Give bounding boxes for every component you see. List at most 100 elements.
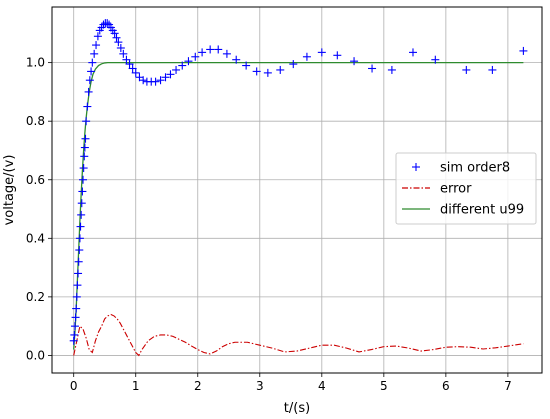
legend-marker (412, 163, 420, 171)
data-point (70, 330, 79, 339)
data-point (92, 41, 101, 50)
series-error (73, 313, 524, 357)
data-point (77, 210, 86, 219)
data-point (350, 57, 359, 66)
x-tick-label: 7 (504, 379, 512, 393)
series-line-different-u99 (73, 61, 524, 350)
series-line-error (73, 313, 524, 357)
x-tick-label: 6 (442, 379, 450, 393)
x-axis-label: t/(s) (284, 401, 310, 416)
legend-entry-different-u99: different u99 (402, 203, 524, 218)
data-point (83, 102, 92, 111)
data-point (242, 61, 251, 70)
data-point (431, 55, 440, 64)
data-point (122, 55, 131, 64)
data-point (88, 58, 97, 67)
legend-label-different-u99: different u99 (440, 203, 524, 218)
axes-frame (51, 6, 543, 374)
data-point (77, 199, 86, 208)
data-point (73, 281, 82, 290)
data-point (84, 87, 93, 96)
legend-symbol-sim-order8 (412, 163, 420, 171)
data-point (172, 65, 181, 74)
data-point (488, 65, 497, 74)
legend: sim order8 error different u99 (395, 152, 537, 225)
x-tick-label: 0 (70, 379, 78, 393)
data-point (75, 246, 84, 255)
data-point (317, 48, 326, 57)
y-tick-label: 1.0 (26, 56, 45, 70)
y-axis-label: voltage/(v) (2, 155, 17, 226)
data-point (166, 70, 175, 79)
data-point (69, 336, 78, 345)
data-point (198, 48, 207, 57)
data-point (112, 33, 121, 42)
y-tick-label: 0.6 (26, 173, 45, 187)
data-point (161, 73, 170, 82)
data-point (78, 187, 87, 196)
data-point (79, 164, 88, 173)
y-tick-label: 0.0 (26, 348, 45, 362)
data-point (128, 64, 137, 73)
data-point (72, 304, 81, 313)
plot-area (69, 19, 528, 357)
y-tick-label: 0.8 (26, 114, 45, 128)
data-point (408, 48, 417, 57)
data-point (116, 43, 125, 52)
data-point (110, 29, 119, 38)
ticks: 0 1 2 3 4 5 6 7 0.0 0.2 0.4 0.6 0.8 1.0 (26, 56, 512, 393)
data-point (214, 45, 223, 54)
data-point (184, 57, 193, 66)
legend-label-sim-order8: sim order8 (440, 161, 510, 176)
data-point (222, 49, 231, 58)
data-point (71, 313, 80, 322)
data-point (80, 143, 89, 152)
x-tick-label: 1 (132, 379, 140, 393)
data-point (81, 134, 90, 143)
data-point (87, 67, 96, 76)
data-point (90, 49, 99, 58)
data-point (368, 64, 377, 73)
data-point (232, 55, 241, 64)
data-point (519, 46, 528, 55)
data-point (74, 257, 83, 266)
y-tick-label: 0.2 (26, 290, 45, 304)
data-point (114, 38, 123, 47)
data-point (93, 32, 102, 41)
legend-entry-sim-order8: sim order8 (412, 161, 510, 176)
data-point (263, 68, 272, 77)
data-point (387, 65, 396, 74)
data-point (70, 322, 79, 331)
series-sim-order8 (69, 19, 528, 345)
data-point (302, 52, 311, 61)
legend-box (395, 152, 537, 225)
data-point (80, 152, 89, 161)
x-tick-label: 5 (380, 379, 388, 393)
data-point (131, 68, 140, 77)
data-point (82, 117, 91, 126)
data-point (156, 76, 165, 85)
y-tick-label: 0.4 (26, 231, 45, 245)
data-point (76, 222, 85, 231)
data-point (125, 60, 134, 69)
data-point (289, 60, 298, 69)
data-point (276, 65, 285, 74)
data-point (72, 292, 81, 301)
data-point (85, 76, 94, 85)
data-point (206, 45, 215, 54)
data-point (333, 51, 342, 60)
x-tick-label: 4 (318, 379, 326, 393)
data-point (119, 49, 128, 58)
legend-entry-error: error (402, 182, 472, 197)
x-tick-label: 3 (256, 379, 264, 393)
data-point (75, 234, 84, 243)
data-point (252, 67, 261, 76)
data-point (462, 65, 471, 74)
series-different-u99 (73, 61, 524, 350)
data-point (139, 76, 148, 85)
legend-label-error: error (440, 182, 472, 197)
data-point (79, 175, 88, 184)
data-point (74, 269, 83, 278)
data-point (103, 19, 112, 28)
